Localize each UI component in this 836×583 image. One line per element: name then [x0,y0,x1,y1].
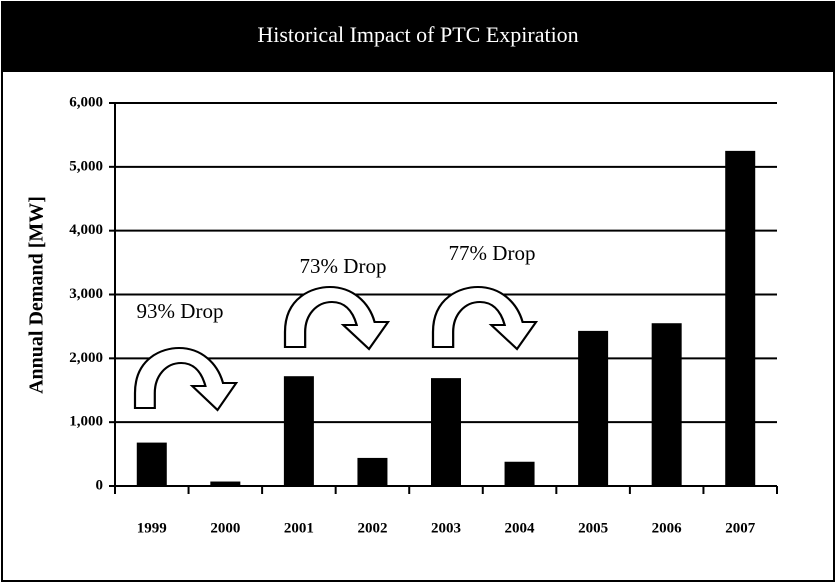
y-tick-label: 0 [96,477,104,493]
bar [357,457,388,486]
y-axis-label: Annual Demand [MW] [26,196,48,394]
y-tick-label: 1,000 [69,414,103,430]
annotation: 73% Drop [300,254,387,278]
annotation: 77% Drop [449,241,536,265]
bar [431,378,461,486]
x-tick-label: 1999 [137,520,167,536]
bar [136,442,167,486]
x-tick-label: 2005 [578,520,608,536]
y-tick-label: 3,000 [69,286,103,302]
x-tick-label: 2003 [431,520,461,536]
chart-title: Historical Impact of PTC Expiration [257,22,578,47]
y-tick-label: 4,000 [69,222,103,238]
y-tick-label: 2,000 [69,350,103,366]
bar [725,150,756,486]
x-tick-label: 2000 [210,520,240,536]
bar [210,481,241,486]
x-tick-label: 2007 [725,520,756,536]
bar [283,376,314,486]
title-banner [2,2,834,72]
bar [651,323,682,486]
x-tick-label: 2006 [652,520,683,536]
bar [578,330,609,486]
bar [504,461,535,486]
x-tick-label: 2004 [505,520,536,536]
y-tick-label: 5,000 [69,158,103,174]
annotation: 93% Drop [137,299,224,323]
x-tick-label: 2002 [357,520,387,536]
y-tick-label: 6,000 [69,94,103,110]
x-tick-label: 2001 [284,520,314,536]
